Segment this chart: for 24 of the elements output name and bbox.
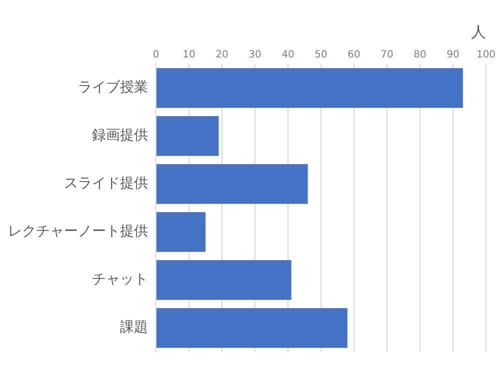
y-tick-label: 録画提供 — [92, 128, 148, 144]
y-tick-label: ライブ授業 — [78, 80, 148, 96]
x-tick-label: 40 — [282, 50, 294, 61]
y-tick-label: チャット — [92, 272, 148, 288]
x-tick-label: 20 — [216, 50, 228, 61]
x-tick-label: 90 — [446, 50, 460, 61]
y-tick-label: スライド提供 — [64, 176, 148, 192]
x-tick-label: 0 — [152, 50, 160, 61]
y-tick-label: レクチャーノート提供 — [8, 224, 148, 240]
x-tick-label: 50 — [314, 50, 328, 61]
bar — [156, 308, 348, 348]
bar — [156, 116, 219, 156]
bar — [156, 260, 292, 300]
x-tick-label: 100 — [476, 50, 496, 61]
x-tick-label: 70 — [380, 50, 394, 61]
x-tick-label: 10 — [182, 50, 196, 61]
bar — [156, 212, 206, 252]
y-tick-label: 課題 — [120, 320, 148, 336]
bar — [156, 68, 463, 108]
bar — [156, 164, 308, 204]
x-axis-title: 人 — [471, 22, 486, 41]
x-tick-label: 80 — [414, 50, 426, 61]
x-tick-label: 60 — [348, 50, 360, 61]
x-tick-label: 30 — [248, 50, 262, 61]
